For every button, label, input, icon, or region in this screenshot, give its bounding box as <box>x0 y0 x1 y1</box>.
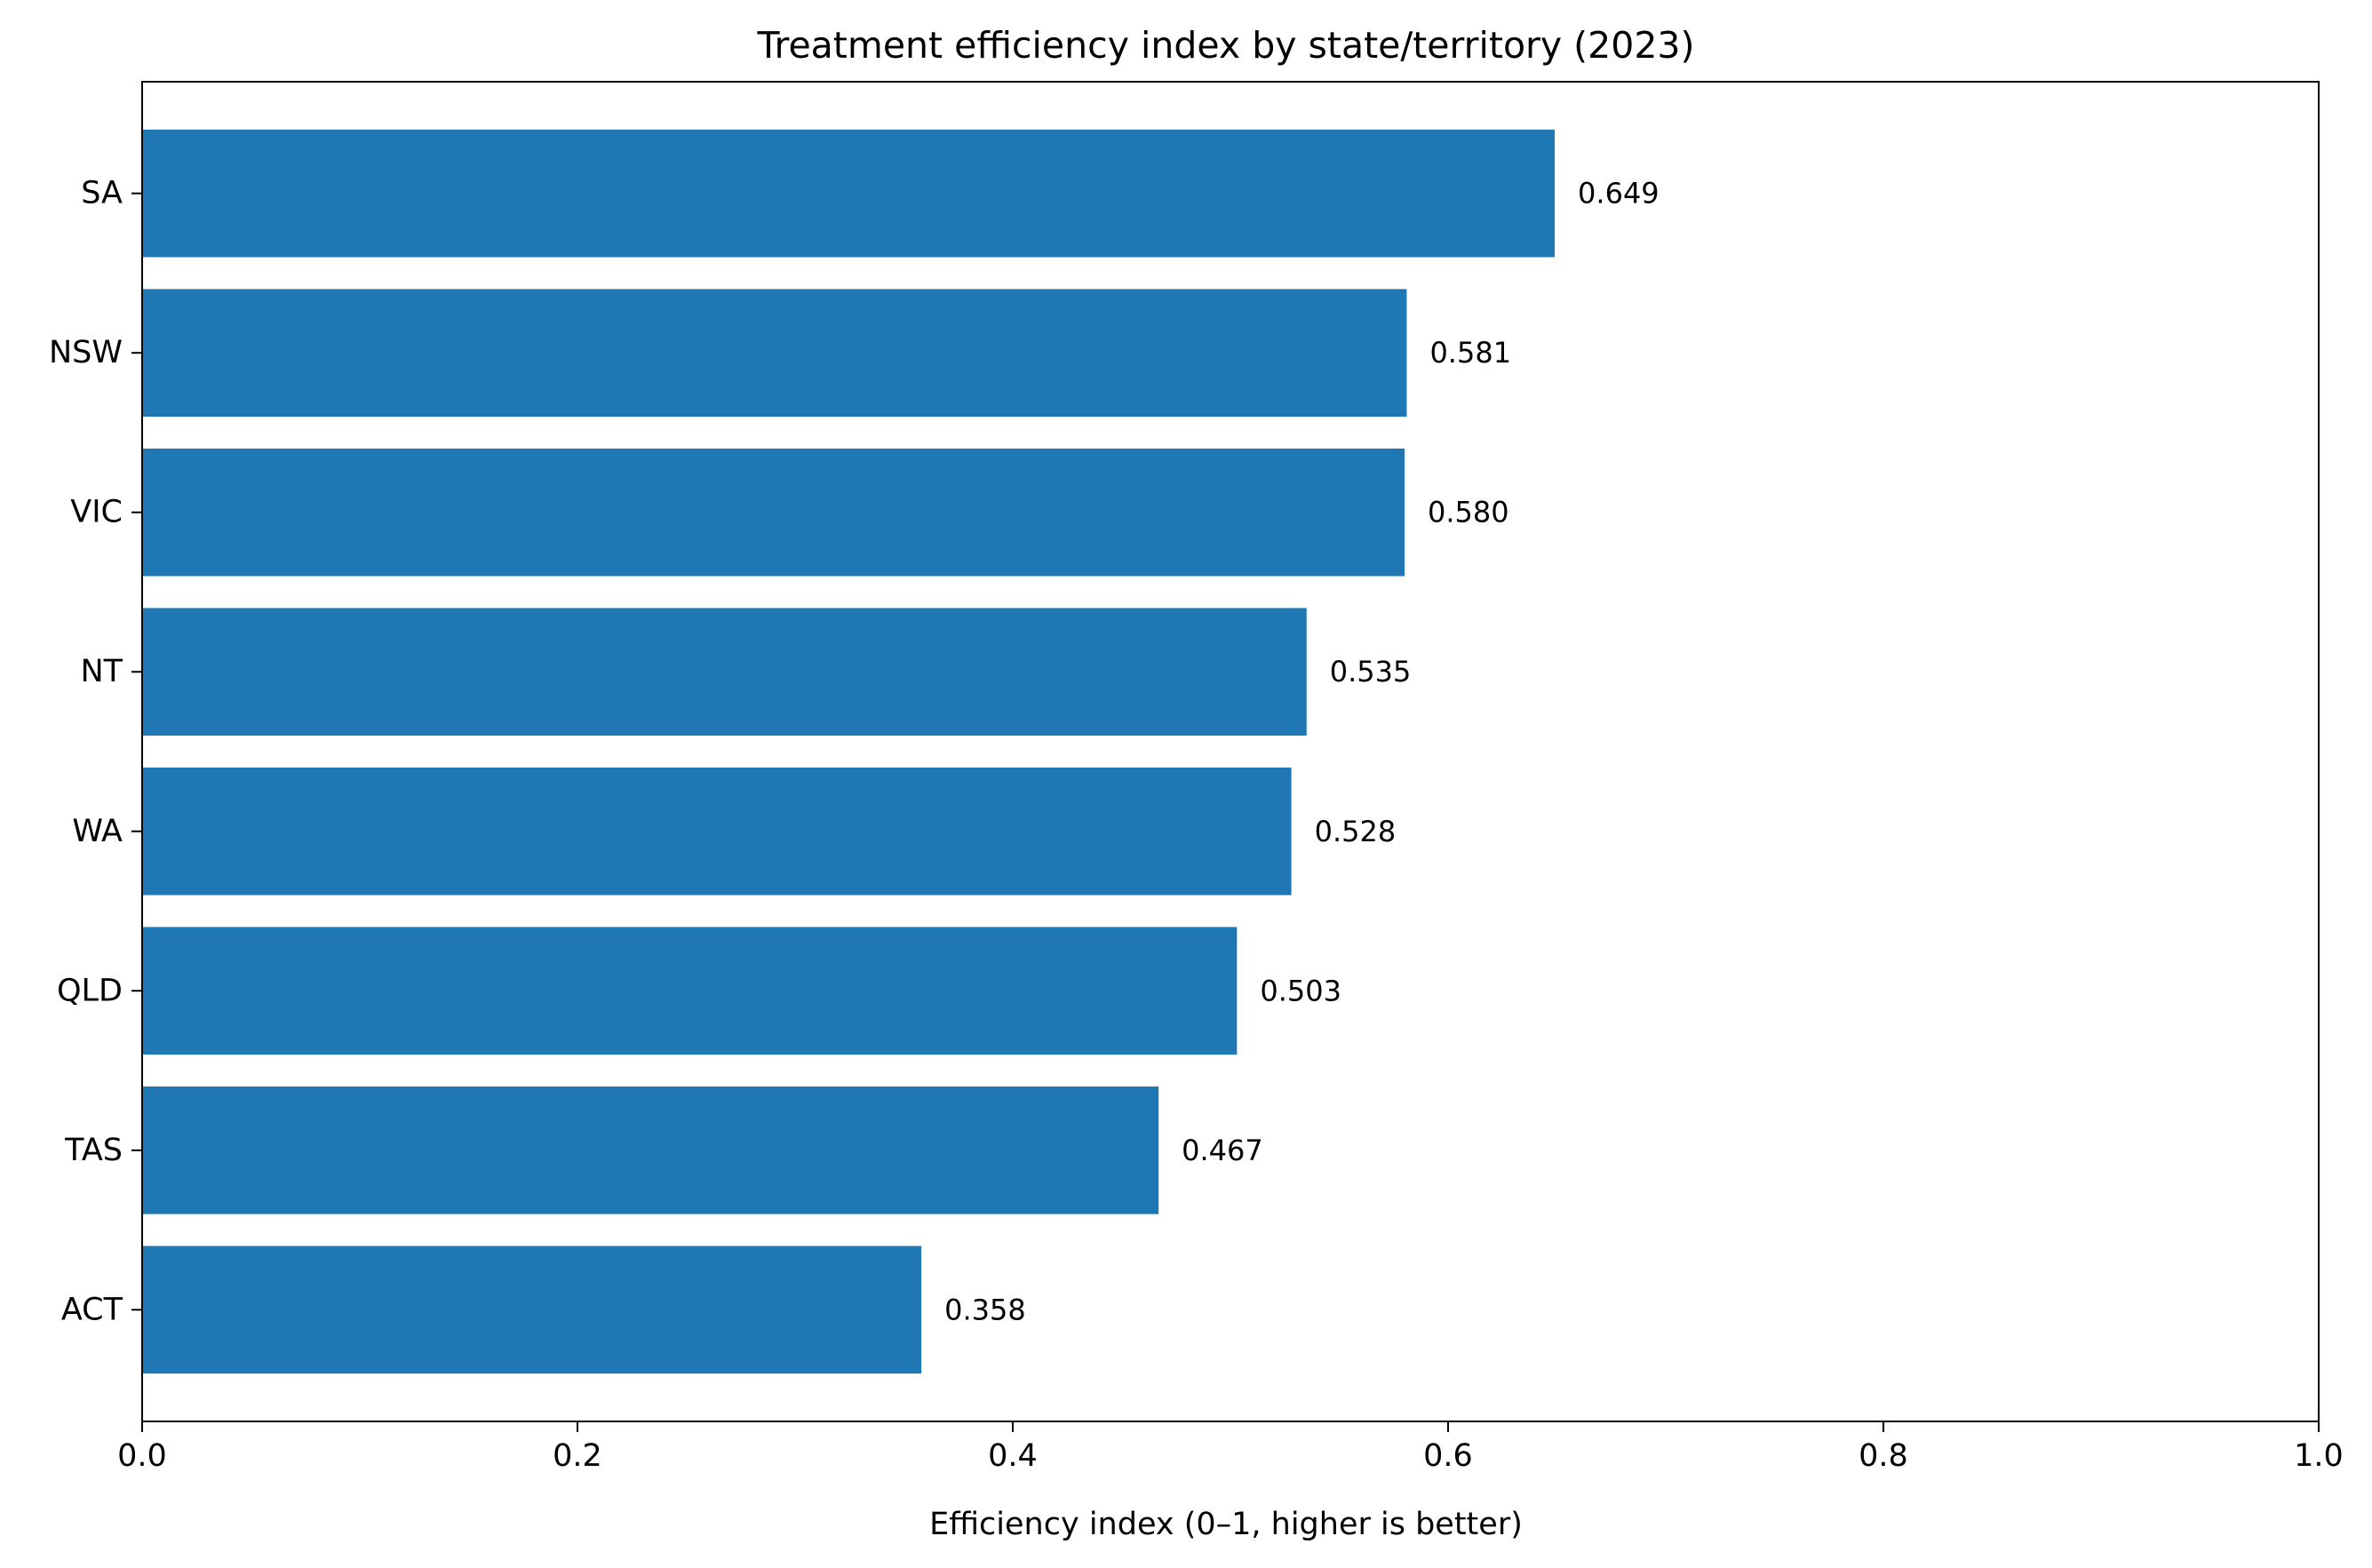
x-tick-label: 0.2 <box>553 1438 602 1474</box>
data-label-tas: 0.467 <box>1182 1134 1263 1167</box>
data-label-sa: 0.649 <box>1578 177 1660 211</box>
x-axis: 0.0 0.2 0.4 0.6 0.8 1.0 <box>117 1421 2344 1474</box>
data-label-qld: 0.503 <box>1260 974 1341 1007</box>
y-tick-label-tas: TAS <box>64 1133 123 1168</box>
x-tick-label: 0.4 <box>988 1438 1038 1474</box>
y-tick-label-nsw: NSW <box>49 335 123 370</box>
bar-nt <box>142 608 1307 736</box>
y-tick-label-act: ACT <box>61 1292 123 1327</box>
x-tick-label: 0.8 <box>1859 1438 1908 1474</box>
y-tick-label-qld: QLD <box>57 973 123 1008</box>
data-label-vic: 0.580 <box>1428 496 1509 529</box>
x-tick-label: 1.0 <box>2294 1438 2344 1474</box>
bar-nsw <box>142 289 1407 417</box>
bar-sa <box>142 129 1556 258</box>
bars <box>142 129 1556 1374</box>
chart-title: Treatment efficiency index by state/terr… <box>756 24 1694 67</box>
plot-frame <box>141 81 2320 1422</box>
bar-vic <box>142 448 1405 577</box>
y-tick-label-sa: SA <box>81 176 123 211</box>
bar-tas <box>142 1086 1159 1214</box>
bar-qld <box>142 927 1238 1055</box>
data-labels: 0.649 0.581 0.580 0.535 0.528 0.503 0.467 0.358 <box>944 177 1660 1327</box>
y-tick-label-wa: WA <box>72 814 123 849</box>
bar-wa <box>142 767 1292 895</box>
data-label-wa: 0.528 <box>1315 815 1397 848</box>
data-label-act: 0.358 <box>944 1293 1026 1326</box>
y-tick-label-nt: NT <box>80 654 123 689</box>
y-tick-label-vic: VIC <box>70 495 123 530</box>
data-label-nsw: 0.581 <box>1429 336 1511 370</box>
x-tick-label: 0.0 <box>117 1438 167 1474</box>
x-axis-label: Efficiency index (0–1, higher is better) <box>929 1507 1523 1542</box>
x-tick-label: 0.6 <box>1423 1438 1473 1474</box>
y-axis: SA NSW VIC NT WA QLD TAS ACT <box>49 176 142 1327</box>
bar-act <box>142 1246 922 1374</box>
data-label-nt: 0.535 <box>1330 655 1412 688</box>
